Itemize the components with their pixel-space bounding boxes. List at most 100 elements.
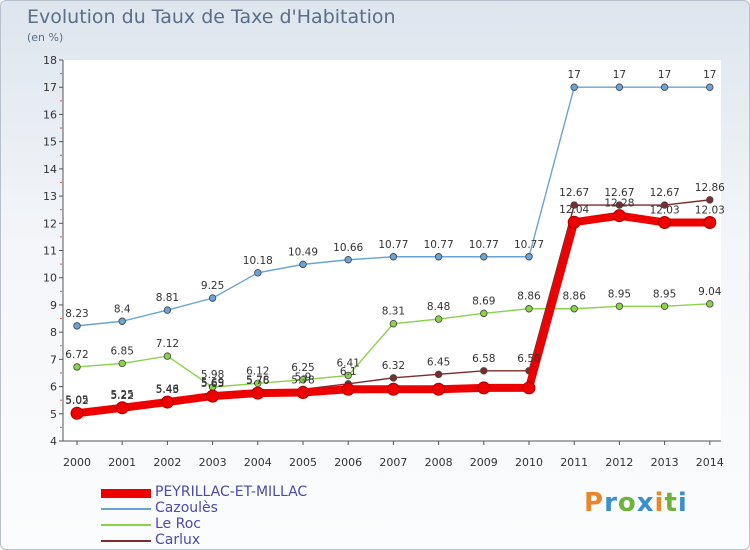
- data-point-peyrillac-et-millac: [658, 215, 672, 229]
- data-point-cazoul-s: [389, 253, 398, 261]
- data-label-peyrillac-et-millac: 5.43: [156, 384, 179, 396]
- data-point-le-roc: [570, 305, 578, 313]
- data-point-cazoul-s: [73, 322, 81, 330]
- data-point-peyrillac-et-millac: [251, 386, 265, 400]
- data-label-peyrillac-et-millac: 5.02: [65, 395, 88, 407]
- data-label-carlux: 6.32: [382, 360, 405, 372]
- y-tick-label: 16: [43, 108, 57, 121]
- logo-letter: x: [636, 488, 655, 518]
- chart-title: Evolution du Taux de Taxe d'Habitation: [27, 6, 396, 28]
- data-point-carlux: [434, 370, 443, 379]
- x-tick-label: 2014: [696, 456, 724, 469]
- data-point-peyrillac-et-millac: [522, 381, 536, 395]
- logo-letter: t: [664, 488, 678, 518]
- data-point-le-roc: [434, 315, 443, 323]
- data-label-le-roc: 6.12: [246, 365, 269, 377]
- data-label-cazoul-s: 10.49: [288, 246, 318, 258]
- y-tick-label: 10: [43, 272, 57, 285]
- data-point-carlux: [570, 201, 578, 209]
- data-label-cazoul-s: 8.81: [156, 292, 179, 304]
- data-label-le-roc: 6.85: [111, 345, 134, 357]
- data-point-le-roc: [660, 302, 669, 310]
- data-label-peyrillac-et-millac: 12.03: [650, 204, 680, 216]
- data-label-carlux: 5.46: [156, 383, 180, 395]
- data-label-carlux: 5.05: [65, 394, 88, 406]
- data-label-cazoul-s: 10.77: [378, 239, 408, 251]
- data-label-cazoul-s: 8.4: [114, 303, 131, 315]
- data-point-peyrillac-et-millac: [160, 395, 174, 409]
- data-label-peyrillac-et-millac: 12.28: [604, 198, 634, 210]
- legend-label-le-roc: Le Roc: [155, 516, 201, 532]
- y-tick-label: 6: [50, 381, 57, 394]
- data-label-cazoul-s: 17: [658, 69, 671, 81]
- logo-letter: P: [584, 488, 605, 518]
- data-label-le-roc: 8.86: [563, 291, 587, 303]
- y-axis-unit-label: (en %): [27, 31, 64, 44]
- y-tick-label: 14: [43, 163, 57, 176]
- data-label-carlux: 12.67: [559, 187, 589, 199]
- data-point-cazoul-s: [660, 83, 669, 91]
- data-label-le-roc: 8.69: [472, 295, 495, 307]
- data-point-carlux: [389, 374, 398, 382]
- legend-label-cazoules: Cazoulès: [155, 500, 218, 516]
- x-tick-label: 2007: [379, 456, 407, 469]
- line-chart: 4 5 6 7 8 9 10 11 12 13 14 15 16 17 18 2000 2001 2002 2003…: [43, 54, 725, 469]
- data-label-le-roc: 6.25: [291, 362, 314, 374]
- y-tick-label: 11: [43, 245, 57, 258]
- legend-swatch-cazoules: [101, 508, 151, 510]
- data-label-le-roc: 8.48: [427, 301, 450, 313]
- data-label-cazoul-s: 17: [568, 69, 581, 81]
- data-point-cazoul-s: [299, 260, 307, 269]
- logo-letter: o: [617, 488, 637, 518]
- data-label-cazoul-s: 17: [613, 69, 626, 81]
- data-label-le-roc: 5.98: [201, 369, 224, 381]
- x-tick-label: 2012: [605, 456, 633, 469]
- chart-series-lines: [70, 83, 717, 420]
- data-label-cazoul-s: 17: [703, 69, 716, 81]
- logo-letter: r: [604, 488, 618, 518]
- data-label-peyrillac-et-millac: 5.22: [111, 390, 134, 402]
- x-tick-label: 2005: [289, 456, 317, 469]
- data-label-carlux: 5.69: [201, 377, 224, 389]
- data-label-le-roc: 9.04: [698, 286, 722, 298]
- data-point-cazoul-s: [163, 306, 172, 314]
- legend-swatch-le-roc: [101, 524, 151, 526]
- y-tick-label: 7: [50, 353, 57, 366]
- y-tick-label: 15: [43, 136, 57, 149]
- data-point-peyrillac-et-millac: [703, 215, 717, 229]
- data-label-cazoul-s: 10.18: [243, 255, 273, 267]
- data-label-peyrillac-et-millac: 5.76: [246, 375, 270, 387]
- data-label-carlux: 6.58: [517, 353, 540, 365]
- x-tick-label: 2001: [108, 456, 136, 469]
- y-tick-label: 18: [43, 54, 57, 67]
- data-label-peyrillac-et-millac: 5.78: [291, 375, 314, 387]
- data-point-le-roc: [118, 359, 126, 368]
- x-tick-label: 2006: [334, 456, 362, 469]
- data-label-carlux: 12.67: [650, 187, 680, 199]
- data-point-cazoul-s: [570, 83, 578, 91]
- data-label-cazoul-s: 10.77: [469, 239, 499, 251]
- logo-letter: i: [654, 488, 665, 518]
- chart-data-labels: 8.23 8.4 8.81 9.25 10.18 10.49 10.66 10.77 10.77…: [65, 69, 725, 407]
- proxiti-logo: Proxiti: [584, 488, 688, 518]
- data-label-le-roc: 8.95: [653, 288, 676, 300]
- data-label-cazoul-s: 10.77: [424, 239, 454, 251]
- data-point-peyrillac-et-millac: [386, 382, 400, 396]
- data-point-peyrillac-et-millac: [477, 381, 491, 395]
- data-point-cazoul-s: [254, 269, 262, 277]
- y-tick-label: 5: [50, 408, 57, 421]
- data-label-peyrillac-et-millac: 5.65: [201, 378, 224, 390]
- data-point-carlux: [480, 367, 488, 375]
- data-point-peyrillac-et-millac: [115, 401, 129, 415]
- data-label-le-roc: 8.31: [382, 306, 405, 318]
- data-label-cazoul-s: 10.66: [333, 242, 363, 254]
- data-label-cazoul-s: 10.77: [514, 239, 544, 251]
- legend-label-peyrillac: PEYRILLAC-ET-MILLAC: [155, 484, 308, 500]
- data-point-cazoul-s: [615, 83, 624, 91]
- x-tick-label: 2010: [515, 456, 543, 469]
- data-label-peyrillac-et-millac: 12.03: [695, 204, 725, 216]
- data-point-cazoul-s: [706, 83, 714, 91]
- data-label-le-roc: 8.95: [608, 288, 631, 300]
- data-point-peyrillac-et-millac: [206, 389, 220, 403]
